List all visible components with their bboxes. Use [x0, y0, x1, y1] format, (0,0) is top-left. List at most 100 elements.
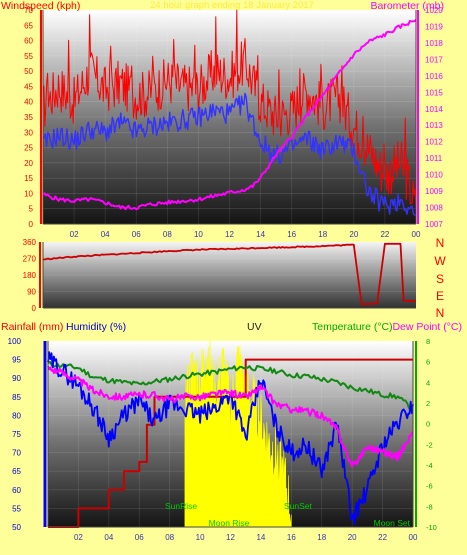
direction-plot-area	[43, 242, 416, 308]
multi-x-tick: 06	[135, 533, 144, 542]
compass-letter: E	[436, 289, 444, 303]
barometer-line	[42, 19, 417, 211]
dir-y-tick: 270	[23, 255, 37, 264]
wind-x-tick: 00	[412, 230, 421, 239]
baro-y-tick: 1011	[425, 154, 443, 163]
multi-x-tick: 18	[317, 533, 326, 542]
multi-x-tick: 16	[287, 533, 296, 542]
wind-y-tick: 40	[24, 98, 33, 107]
multi-x-tick: 10	[196, 533, 205, 542]
barometer-axis-title: Barometer (mb)	[370, 0, 444, 12]
baro-y-tick: 1018	[425, 39, 443, 48]
baro-y-tick: 1009	[425, 187, 443, 196]
humidity-y-tick: 55	[12, 504, 21, 513]
temp-y-tick: 6	[426, 358, 430, 367]
compass-letter: N	[436, 236, 445, 250]
baro-y-tick: 1014	[425, 105, 443, 114]
temperature-label: Temperature (°C)	[312, 321, 393, 333]
wind-x-tick: 04	[101, 230, 110, 239]
dir-y-tick: 0	[32, 304, 37, 313]
sunrise-label: SunRise	[165, 501, 197, 511]
temp-y-tick: -4	[426, 461, 433, 470]
wind-y-tick: 30	[24, 128, 33, 137]
humidity-label: Humidity (%)	[66, 321, 126, 333]
humidity-y-tick: 60	[12, 486, 21, 495]
wind-x-tick: 06	[132, 230, 141, 239]
humidity-y-tick: 50	[12, 523, 21, 532]
temp-y-tick: 4	[426, 378, 430, 387]
uv-label: UV	[247, 321, 262, 333]
baro-y-tick: 1017	[425, 55, 443, 64]
multi-x-tick: 08	[165, 533, 174, 542]
wind-y-tick: 15	[24, 174, 33, 183]
baro-y-tick: 1007	[425, 220, 443, 229]
humidity-y-tick: 90	[12, 374, 21, 383]
temp-y-tick: 8	[426, 337, 430, 346]
axis-color-bars	[39, 10, 419, 527]
wind-y-tick: 25	[24, 144, 33, 153]
baro-y-tick: 1020	[425, 6, 443, 15]
wind-y-tick: 55	[24, 52, 33, 61]
compass-letters: N W S E N	[434, 236, 446, 320]
baro-y-tick: 1012	[425, 138, 443, 147]
multi-x-tick: 22	[378, 533, 387, 542]
compass-letter: W	[434, 254, 446, 268]
temp-y-tick: -6	[426, 482, 433, 491]
compass-letter: S	[436, 272, 444, 286]
wind-y-tick: 45	[24, 82, 33, 91]
temperature-line	[47, 360, 414, 411]
dewpoint-line	[47, 365, 414, 468]
wind-y-tick: 0	[29, 220, 34, 229]
dir-y-tick: 360	[23, 238, 37, 247]
baro-y-tick: 1019	[425, 22, 443, 31]
wind-y-tick: 60	[24, 37, 33, 46]
rainfall-label: Rainfall (mm)	[1, 321, 63, 333]
windspeed-axis-title: Windspeed (kph)	[1, 0, 80, 12]
wind-y-tick: 70	[24, 6, 33, 15]
dir-y-tick: 90	[27, 288, 36, 297]
sunset-label: SunSet	[284, 501, 313, 511]
wind-plot-area	[43, 10, 416, 224]
baro-y-tick: 1015	[425, 88, 443, 97]
dewpoint-label: Dew Point (°C)	[392, 321, 462, 333]
baro-y-tick: 1008	[425, 204, 443, 213]
multi-x-tick: 14	[256, 533, 265, 542]
wind-y-tick: 10	[24, 189, 33, 198]
temp-y-tick: -2	[426, 440, 433, 449]
humidity-y-tick: 95	[12, 356, 21, 365]
humidity-y-tick: 75	[12, 430, 21, 439]
humidity-y-tick: 80	[12, 411, 21, 420]
wind-x-tick: 02	[70, 230, 79, 239]
moonrise-label: Moon Rise	[209, 518, 250, 528]
baro-y-tick: 1013	[425, 121, 443, 130]
temp-y-tick: -10	[426, 523, 437, 532]
wind-x-tick: 14	[256, 230, 265, 239]
temp-y-tick: 2	[426, 399, 430, 408]
temp-y-tick: 0	[426, 420, 430, 429]
multi-x-tick: 20	[348, 533, 357, 542]
axis-lines	[42, 10, 417, 528]
humidity-y-tick: 85	[12, 393, 21, 402]
uv-area	[184, 340, 292, 528]
wind-x-tick: 22	[380, 230, 389, 239]
moonset-label: Moon Set	[374, 518, 411, 528]
compass-letter: N	[436, 306, 445, 320]
wind-x-tick: 08	[163, 230, 172, 239]
baro-y-tick: 1016	[425, 72, 443, 81]
wind-x-tick: 20	[349, 230, 358, 239]
wind-y-tick: 35	[24, 113, 33, 122]
wind-y-tick: 65	[24, 21, 33, 30]
direction-line	[42, 242, 417, 306]
wind-x-tick: 18	[318, 230, 327, 239]
multi-x-tick: 12	[226, 533, 235, 542]
baro-y-tick: 1010	[425, 171, 443, 180]
humidity-y-tick: 100	[8, 337, 22, 346]
humidity-y-tick: 65	[12, 467, 21, 476]
multi-x-tick: 02	[74, 533, 83, 542]
gust-line	[42, 9, 417, 209]
temp-y-tick: -8	[426, 502, 433, 511]
chart-subtitle: 24 hour graph ending 18 January 2017	[150, 0, 314, 11]
wind-y-tick: 5	[29, 205, 34, 214]
